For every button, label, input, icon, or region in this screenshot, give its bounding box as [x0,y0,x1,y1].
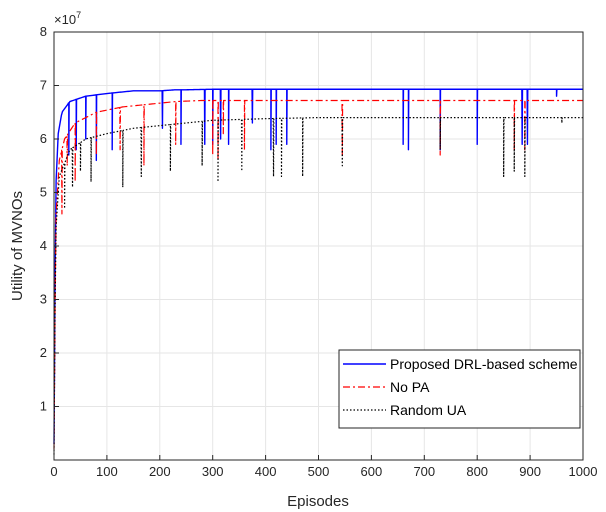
x-tick-label: 400 [255,464,277,479]
x-tick-label: 200 [149,464,171,479]
ticks: 0 100 200 300 400 500 600 700 800 900 1000 1 2 3 4 5 6 7 8 [40,24,598,479]
y-multiplier: ×107 [54,10,81,27]
series-line-random-ua [53,117,583,455]
x-tick-label: 500 [308,464,330,479]
y-axis-label: Utility of MVNOs [9,191,26,301]
legend-label-nopa: No PA [390,379,430,395]
x-tick-label: 300 [202,464,224,479]
legend-label-drl: Proposed DRL-based scheme [390,356,578,372]
legend-label-random: Random UA [390,402,467,418]
legend-box [338,349,581,429]
legend: Proposed DRL-based scheme No PA Random U… [338,349,581,429]
y-tick-label: 3 [40,292,47,307]
x-tick-label: 1000 [569,464,598,479]
y-tick-label: 7 [40,78,47,93]
series-line-proposed-drl-based-scheme [53,88,583,444]
x-tick-label: 700 [413,464,435,479]
x-tick-label: 100 [96,464,118,479]
x-axis-label: Episodes [287,493,349,510]
x-tick-label: 600 [361,464,383,479]
y-multiplier-exponent: 7 [76,10,81,20]
y-tick-label: 2 [40,345,47,360]
series-layer [53,88,583,455]
y-tick-label: 5 [40,185,47,200]
y-tick-label: 1 [40,399,47,414]
x-tick-label: 800 [466,464,488,479]
series-line-no-pa [53,99,583,450]
y-tick-label: 8 [40,24,47,39]
x-tick-label: 0 [50,464,57,479]
y-tick-label: 6 [40,131,47,146]
x-tick-label: 900 [519,464,541,479]
y-tick-label: 4 [40,238,47,253]
